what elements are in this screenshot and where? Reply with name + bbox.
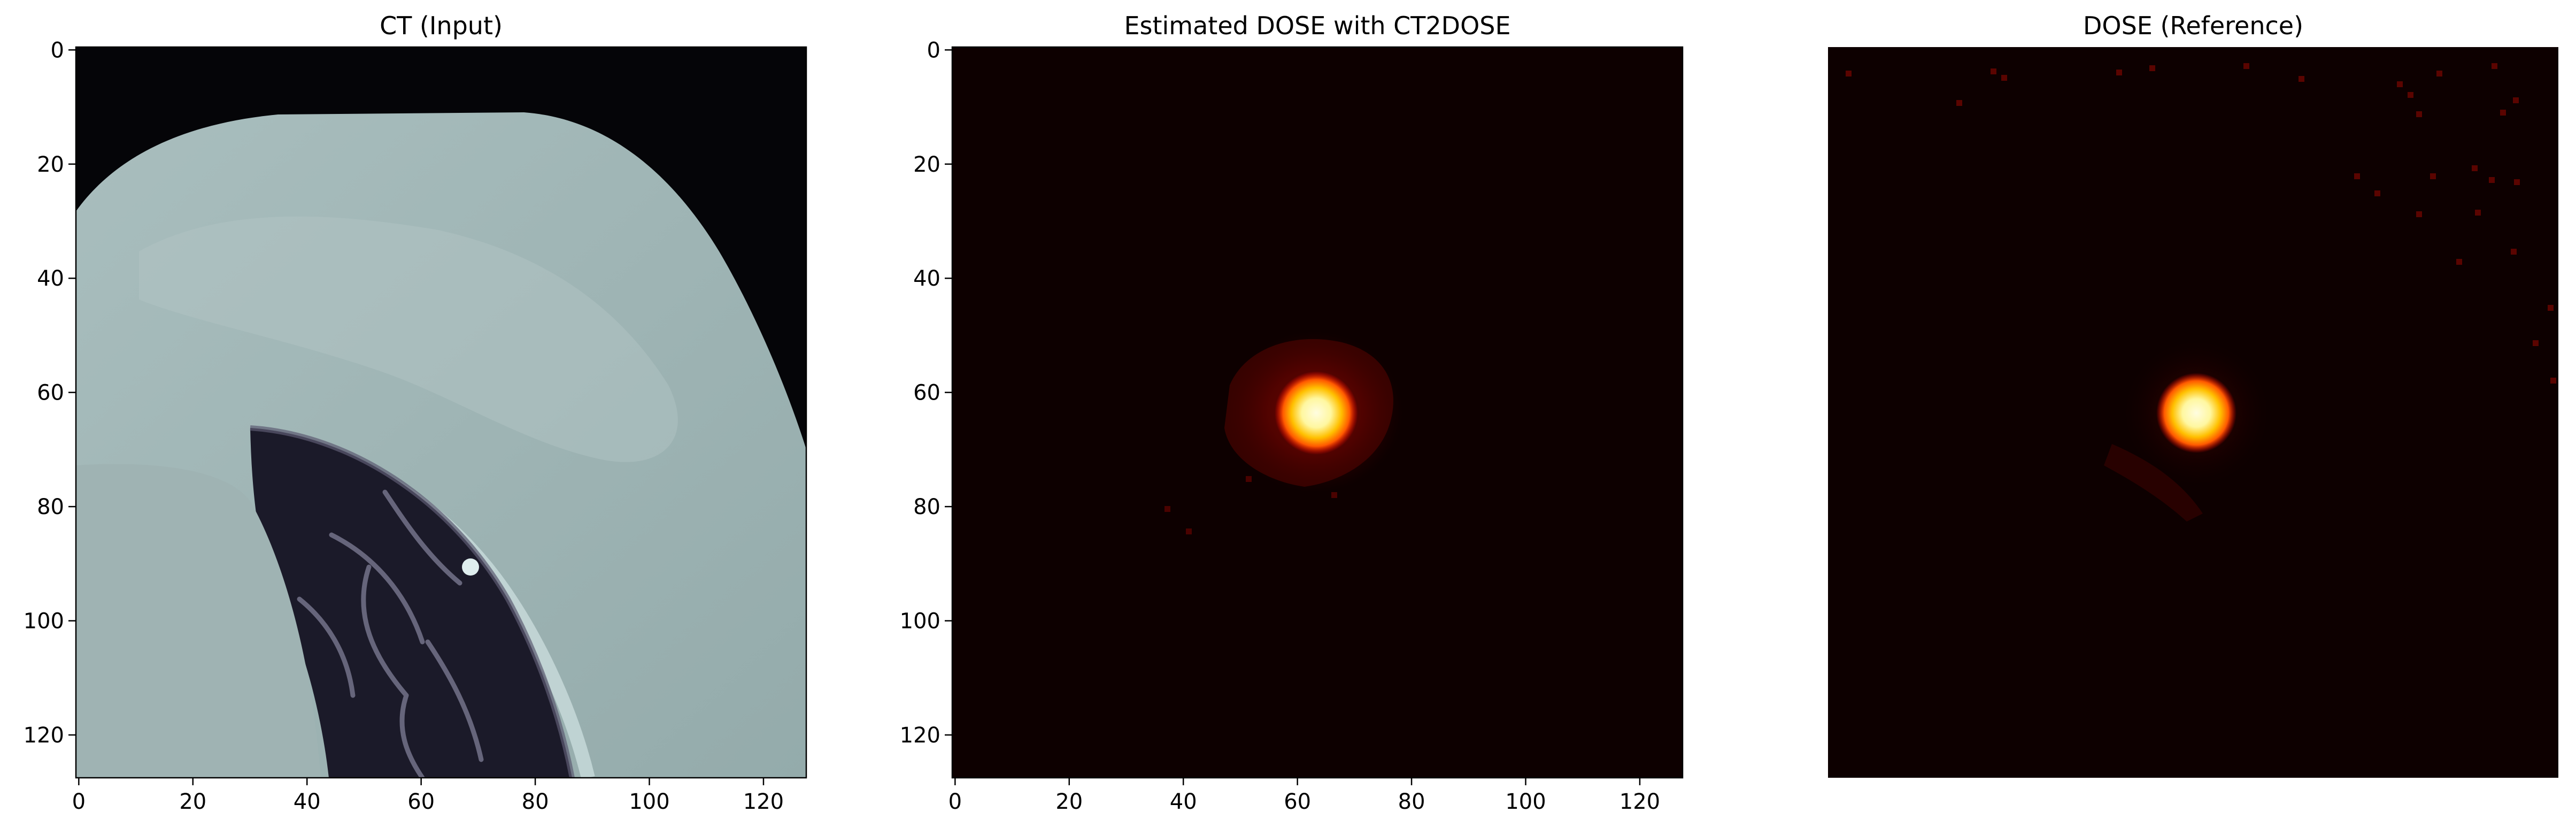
ct-y-tick-label: 60 (37, 381, 64, 405)
ct-x-tick-label: 0 (72, 790, 86, 814)
estimated-dose-image (952, 47, 1683, 778)
estimated-x-tick-label: 40 (1170, 790, 1197, 814)
reference-dose-core (2156, 373, 2236, 453)
ct-y-tick-label: 40 (37, 266, 64, 291)
panel-title-estimated: Estimated DOSE with CT2DOSE (1124, 11, 1510, 40)
estimated-y-tick-label: 0 (927, 38, 940, 63)
ct-y-tick-label: 120 (24, 723, 64, 748)
reference-dose-noise (1846, 63, 2556, 384)
estimated-y-tick-label: 60 (913, 381, 940, 405)
ct-image (76, 47, 806, 778)
ct-x-tick-label: 80 (522, 790, 549, 814)
estimated-x-tick-label: 80 (1398, 790, 1425, 814)
reference-dose-image (1828, 47, 2558, 778)
ct-y-tick-label: 0 (51, 38, 64, 63)
estimated-x-tick-label: 100 (1505, 790, 1546, 814)
reference-dose-streak (2104, 444, 2203, 522)
panel-ct: CT (Input) (24, 11, 807, 814)
panel-estimated-dose: Estimated DOSE with CT2DOSE 0 20 40 60 80 100… (900, 11, 1684, 814)
estimated-dose-noise (1164, 476, 1337, 534)
ct-lung-vessels (297, 489, 484, 778)
panel-title-ct: CT (Input) (380, 11, 503, 40)
ct-x-axis: 0 20 40 60 80 100 120 (72, 778, 784, 814)
ct-x-tick-label: 20 (179, 790, 206, 814)
estimated-y-tick-label: 40 (913, 266, 940, 291)
estimated-y-tick-label: 80 (913, 495, 940, 519)
ct-x-tick-label: 100 (629, 790, 669, 814)
estimated-x-tick-label: 0 (948, 790, 962, 814)
ct-lung (250, 428, 572, 778)
panel-title-reference: DOSE (Reference) (2083, 11, 2303, 40)
ct-x-tick-label: 60 (407, 790, 435, 814)
estimated-x-tick-label: 120 (1619, 790, 1660, 814)
ct-y-tick-label: 100 (24, 609, 64, 634)
ct-y-tick-label: 80 (37, 495, 64, 519)
ct-fat-region (139, 216, 678, 462)
estimated-x-tick-label: 60 (1284, 790, 1311, 814)
panel-reference-dose: DOSE (Reference) (1828, 11, 2558, 778)
ct-bright-spot (462, 558, 479, 576)
estimated-dose-core (1275, 371, 1358, 455)
ct-x-tick-label: 40 (294, 790, 321, 814)
estimated-y-tick-label: 20 (913, 152, 940, 177)
ct-lung-edge (250, 425, 575, 778)
estimated-y-tick-label: 100 (900, 609, 940, 634)
ct-mediastinum (76, 464, 321, 778)
estimated-y-axis: 0 20 40 60 80 100 120 (900, 38, 952, 748)
ct-axes-frame (75, 46, 807, 779)
ct-y-tick-label: 20 (37, 152, 64, 177)
estimated-dose-axes-frame (951, 46, 1684, 779)
estimated-x-axis: 0 20 40 60 80 100 120 (948, 778, 1660, 814)
ct-y-axis: 0 20 40 60 80 100 120 (24, 38, 76, 748)
estimated-y-tick-label: 120 (900, 723, 940, 748)
ct-x-tick-label: 120 (743, 790, 784, 814)
estimated-x-tick-label: 20 (1055, 790, 1083, 814)
